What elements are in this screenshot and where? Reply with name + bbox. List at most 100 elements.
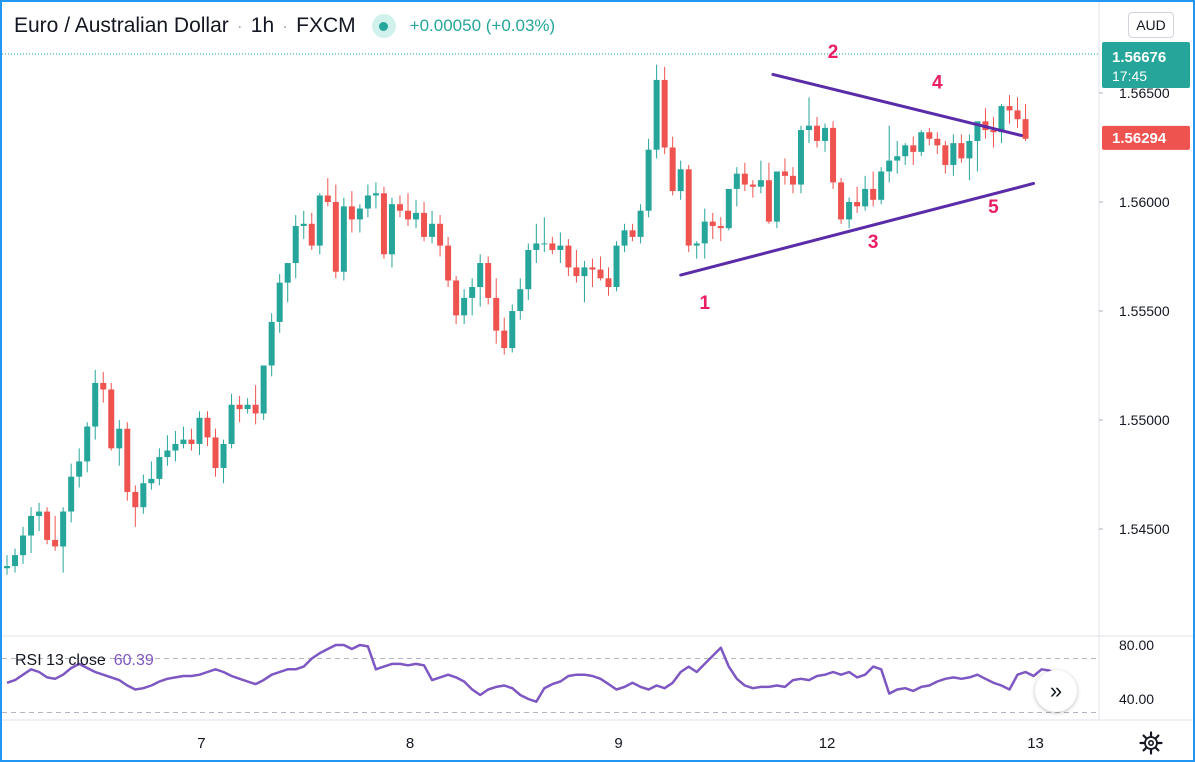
candle-body bbox=[814, 125, 821, 141]
candle-body bbox=[60, 511, 67, 547]
annotation-label-4: 4 bbox=[932, 73, 943, 94]
candle-body bbox=[44, 511, 51, 540]
candle-body bbox=[340, 206, 347, 272]
candle-body bbox=[733, 173, 740, 189]
candle-body bbox=[781, 171, 788, 176]
candle-body bbox=[693, 243, 700, 246]
candle-body bbox=[92, 382, 99, 427]
rsi-legend-value: 60.39 bbox=[113, 652, 154, 669]
candle-body bbox=[509, 311, 516, 349]
current-price-badge bbox=[1102, 42, 1190, 88]
candle-body bbox=[797, 130, 804, 185]
candle-body bbox=[453, 280, 460, 316]
candle-body bbox=[228, 404, 235, 444]
double-chevron-right-icon: » bbox=[1049, 678, 1063, 703]
candle-body bbox=[477, 263, 484, 288]
candle-body bbox=[822, 127, 829, 141]
candle-body bbox=[380, 193, 387, 255]
candle-body bbox=[894, 156, 901, 161]
candle-body bbox=[1014, 110, 1021, 120]
candle-body bbox=[958, 143, 965, 159]
annotation-label-2: 2 bbox=[828, 42, 839, 63]
price-tick-label: 1.56500 bbox=[1119, 85, 1170, 101]
candle-body bbox=[517, 289, 524, 311]
candle-body bbox=[332, 202, 339, 272]
price-tick-label: 1.55500 bbox=[1119, 303, 1170, 319]
symbol-title[interactable]: Euro / Australian Dollar bbox=[14, 14, 229, 37]
candle-body bbox=[429, 223, 436, 237]
candle-body bbox=[132, 491, 139, 508]
annotation-label-3: 3 bbox=[868, 232, 879, 253]
candle-body bbox=[934, 138, 941, 146]
candle-body bbox=[52, 539, 59, 547]
candle-body bbox=[204, 417, 211, 438]
candle-body bbox=[862, 188, 869, 207]
candle-body bbox=[565, 245, 572, 268]
candle-body bbox=[838, 182, 845, 220]
time-tick-label: 9 bbox=[614, 735, 622, 752]
candle-body bbox=[268, 321, 275, 366]
last-close-badge bbox=[1102, 125, 1190, 150]
candle-body bbox=[348, 206, 355, 220]
candle-body bbox=[765, 180, 772, 222]
candle-body bbox=[910, 145, 917, 152]
rsi-line bbox=[6, 643, 1067, 703]
candle-body bbox=[236, 404, 243, 410]
candle-body bbox=[854, 202, 861, 207]
chart-header: Euro / Australian Dollar · 1h · FXCM +0.… bbox=[14, 14, 555, 38]
candle-body bbox=[661, 79, 668, 148]
candle-body bbox=[597, 269, 604, 279]
candle-body bbox=[300, 223, 307, 226]
candle-body bbox=[589, 267, 596, 270]
candle-body bbox=[557, 245, 564, 250]
candle-body bbox=[773, 171, 780, 222]
candle-body bbox=[974, 121, 981, 141]
candle-body bbox=[846, 202, 853, 220]
scroll-to-realtime-button[interactable]: » bbox=[1035, 670, 1077, 712]
candle-body bbox=[212, 437, 219, 468]
interval-label[interactable]: 1h bbox=[250, 14, 275, 37]
candle-body bbox=[36, 511, 43, 516]
candle-body bbox=[164, 450, 171, 458]
candle-body bbox=[421, 212, 428, 237]
candle-body bbox=[886, 160, 893, 172]
rsi-tick-label: 80.00 bbox=[1119, 637, 1154, 653]
candle-body bbox=[525, 249, 532, 290]
market-status-icon[interactable] bbox=[371, 14, 396, 38]
candle-body bbox=[605, 278, 612, 288]
candle-body bbox=[276, 282, 283, 322]
rsi-legend[interactable]: RSI 13 close 60.39 bbox=[15, 652, 154, 670]
candle-body bbox=[1006, 106, 1013, 111]
candle-body bbox=[878, 171, 885, 200]
candle-body bbox=[188, 439, 195, 444]
candle-body bbox=[757, 180, 764, 187]
candle-body bbox=[493, 297, 500, 331]
candle-body bbox=[621, 230, 628, 246]
candle-body bbox=[902, 145, 909, 157]
price-tick-label: 1.54500 bbox=[1119, 521, 1170, 537]
currency-button[interactable]: AUD bbox=[1128, 12, 1174, 38]
time-tick-label: 13 bbox=[1027, 735, 1044, 752]
candle-body bbox=[613, 245, 620, 288]
annotation-label-1: 1 bbox=[699, 293, 710, 314]
price-tick-label: 1.56000 bbox=[1119, 194, 1170, 210]
candle-body bbox=[100, 382, 107, 390]
candle-body bbox=[830, 127, 837, 183]
candle-body bbox=[926, 132, 933, 139]
candle-body bbox=[28, 515, 35, 536]
candle-body bbox=[637, 210, 644, 237]
candle-body bbox=[437, 223, 444, 246]
candle-body bbox=[292, 225, 299, 264]
candle-body bbox=[124, 428, 131, 492]
candle-body bbox=[405, 210, 411, 220]
separator-dot: · bbox=[236, 15, 243, 36]
candle-body bbox=[966, 140, 973, 159]
candle-body bbox=[533, 243, 540, 250]
candle-body bbox=[196, 417, 203, 444]
candle-body bbox=[709, 221, 716, 226]
candle-body bbox=[573, 267, 580, 277]
gear-icon[interactable] bbox=[1138, 730, 1164, 756]
candle-body bbox=[84, 426, 91, 462]
candle-body bbox=[413, 212, 420, 220]
